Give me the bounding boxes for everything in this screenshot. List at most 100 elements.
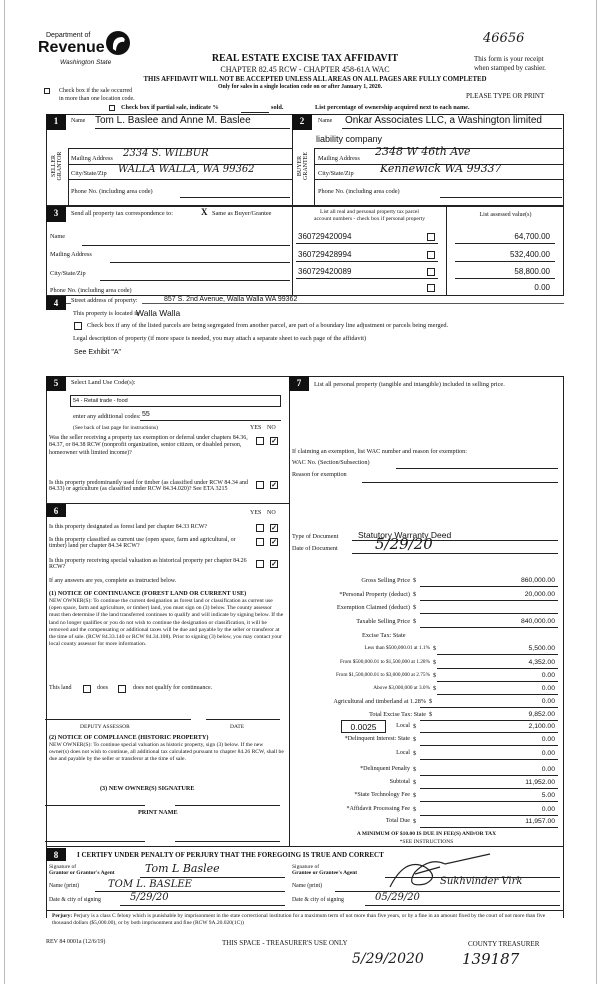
tax-row-value[interactable]: 860,000.00 bbox=[520, 577, 555, 584]
assessed-value[interactable]: 532,400.00 bbox=[509, 250, 550, 259]
question-text: Is this property designated as forest la… bbox=[49, 524, 208, 530]
tax-row-value[interactable]: 11,957.00 bbox=[525, 818, 555, 825]
q2-yes-checkbox[interactable] bbox=[256, 481, 264, 489]
tax-row-value[interactable]: 0.00 bbox=[541, 750, 555, 757]
tax-row-value[interactable]: 20,000.00 bbox=[524, 591, 555, 598]
question-text: Is this property predominantly used for … bbox=[49, 480, 249, 493]
correspondence-name-field[interactable] bbox=[82, 245, 290, 246]
q1-yes-checkbox[interactable] bbox=[256, 437, 264, 445]
buyer-mail-field[interactable]: 2348 W 46th Ave bbox=[375, 145, 471, 158]
tax-row-value[interactable]: 5,500.00 bbox=[528, 645, 555, 652]
local-rate-field[interactable]: 0.0025 bbox=[341, 720, 386, 733]
tax-row-value[interactable]: 9,852.00 bbox=[528, 711, 555, 718]
correspondence-city-field[interactable] bbox=[100, 280, 290, 281]
label: Phone No. (including area code) bbox=[71, 188, 153, 195]
does-qualify-checkbox[interactable] bbox=[83, 685, 91, 693]
label: City/State/Zip bbox=[71, 170, 107, 177]
print-name-line[interactable] bbox=[175, 841, 280, 842]
tax-row-value[interactable]: 0.00 bbox=[541, 766, 555, 773]
label: Phone No. (including area code) bbox=[50, 287, 132, 294]
parcel-number[interactable]: 360729420089 bbox=[298, 267, 352, 276]
deputy-assessor-signature-line[interactable] bbox=[45, 719, 191, 720]
seller-name-field[interactable]: Tom L. Baslee and Anne M. Baslee bbox=[95, 115, 251, 126]
current-use-no-checkbox[interactable] bbox=[270, 538, 278, 546]
partial-sale-checkbox[interactable] bbox=[109, 105, 115, 111]
underline bbox=[385, 877, 560, 878]
personal-property-checkbox[interactable] bbox=[427, 268, 435, 276]
seller-mail-field[interactable]: 2334 S. WILBUR bbox=[123, 148, 209, 159]
section-3-box bbox=[46, 206, 564, 296]
partial-pct-field[interactable] bbox=[241, 112, 269, 113]
buyer-name-field-2[interactable]: liability company bbox=[316, 134, 383, 144]
underline bbox=[455, 261, 555, 262]
does-not-qualify-checkbox[interactable] bbox=[118, 685, 126, 693]
grantee-signature[interactable] bbox=[385, 852, 495, 892]
historic-no-checkbox[interactable] bbox=[270, 560, 278, 568]
forest-yes-checkbox[interactable] bbox=[256, 524, 264, 532]
assessed-value[interactable]: 0.00 bbox=[534, 283, 550, 292]
property-address-field[interactable]: 857 S. 2nd Avenue, Walla Walla WA 99362 bbox=[164, 296, 302, 303]
q2-no-checkbox[interactable] bbox=[270, 481, 278, 489]
new-owner-signature-line[interactable] bbox=[45, 805, 145, 806]
label: (See back of last page for instructions) bbox=[73, 425, 158, 431]
print-name-line[interactable] bbox=[45, 841, 145, 842]
personal-property-checkbox[interactable] bbox=[427, 233, 435, 241]
grantor-date-city[interactable]: 5/29/20 bbox=[130, 892, 169, 903]
document-type-field[interactable]: Statutory Warranty Deed bbox=[358, 530, 452, 540]
seller-city-field[interactable]: WALLA WALLA, WA 99362 bbox=[118, 164, 255, 175]
underline bbox=[437, 681, 558, 682]
assessor-date-line[interactable] bbox=[206, 719, 280, 720]
grantee-print-name[interactable]: Sukhvinder Virk bbox=[440, 876, 523, 887]
tax-row-value[interactable]: 0.00 bbox=[541, 736, 555, 743]
see-instructions: *SEE INSTRUCTIONS bbox=[399, 839, 454, 845]
tax-row-value[interactable]: 0.00 bbox=[541, 698, 555, 705]
underline bbox=[420, 745, 558, 746]
tax-row-value[interactable]: 0.00 bbox=[541, 672, 555, 679]
new-owner-signature-line[interactable] bbox=[175, 805, 280, 806]
same-as-buyer-checkbox[interactable]: X bbox=[201, 207, 208, 217]
seller-phone-field[interactable] bbox=[180, 197, 290, 198]
currency-symbol: $ bbox=[413, 792, 417, 799]
multi-location-checkbox[interactable] bbox=[44, 88, 50, 94]
tax-row-value[interactable]: 11,952.00 bbox=[525, 779, 555, 786]
grantee-date-city[interactable]: 05/29/20 bbox=[375, 892, 420, 903]
tax-row-value[interactable]: 4,352.00 bbox=[528, 659, 555, 666]
assessed-value[interactable]: 58,800.00 bbox=[514, 267, 550, 276]
located-in-field[interactable]: Walla Walla bbox=[136, 308, 181, 318]
q1-no-checkbox[interactable] bbox=[270, 437, 278, 445]
currency-symbol: $ bbox=[433, 672, 437, 679]
buyer-city-field[interactable]: Kennewick WA 99337 bbox=[380, 162, 502, 175]
correspondence-phone-field[interactable] bbox=[160, 295, 290, 296]
underline bbox=[420, 720, 558, 721]
exemption-reason-field[interactable] bbox=[362, 482, 558, 483]
buyer-phone-field[interactable] bbox=[440, 197, 562, 198]
tax-row-value[interactable]: 840,000.00 bbox=[520, 618, 555, 625]
assessed-value[interactable]: 64,700.00 bbox=[514, 232, 550, 241]
tax-row-value[interactable]: 0.00 bbox=[541, 806, 555, 813]
correspondence-mail-field[interactable] bbox=[110, 262, 290, 263]
grantor-signature[interactable]: Tom L Baslee bbox=[145, 862, 220, 875]
personal-property-checkbox[interactable] bbox=[427, 284, 435, 292]
historic-yes-checkbox[interactable] bbox=[256, 560, 264, 568]
currency-symbol: $ bbox=[413, 723, 417, 730]
personal-property-checkbox[interactable] bbox=[427, 251, 435, 259]
buyer-name-field[interactable]: Onkar Associates LLC, a Washington limit… bbox=[345, 115, 542, 126]
underline bbox=[420, 788, 558, 789]
land-use-code-select[interactable]: 54 - Retail trade - food bbox=[70, 395, 281, 407]
tax-row-value[interactable]: 2,100.00 bbox=[528, 723, 555, 730]
label: Date & city of signing bbox=[292, 897, 344, 903]
forest-no-checkbox[interactable] bbox=[270, 524, 278, 532]
tax-row-value[interactable]: 5.00 bbox=[541, 792, 555, 799]
wac-number-field[interactable] bbox=[396, 468, 558, 469]
tax-row-value[interactable]: 0.00 bbox=[541, 685, 555, 692]
segregated-checkbox[interactable] bbox=[74, 322, 82, 330]
additional-codes-field[interactable]: 55 bbox=[142, 411, 150, 418]
header-cell bbox=[447, 206, 564, 230]
parcel-number[interactable]: 360729428994 bbox=[298, 250, 352, 259]
parcel-number[interactable]: 360729420094 bbox=[298, 232, 352, 241]
current-use-yes-checkbox[interactable] bbox=[256, 538, 264, 546]
legal-description-field[interactable]: See Exhibit "A" bbox=[74, 349, 121, 356]
document-date-field[interactable]: 5/29/20 bbox=[375, 535, 433, 553]
grantor-print-name[interactable]: TOM L. BASLEE bbox=[108, 879, 192, 890]
label: City/State/Zip bbox=[50, 270, 86, 277]
